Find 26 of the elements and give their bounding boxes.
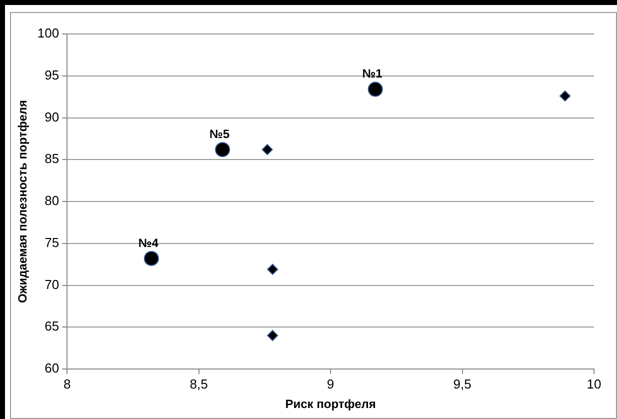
y-tick-label: 65 [44, 318, 60, 334]
x-tick-label: 9,5 [453, 376, 472, 392]
y-axis-title: Ожидаемая полезность портфеля [16, 100, 30, 304]
annotation: №4 [138, 236, 159, 250]
annotation: №1 [362, 66, 383, 81]
point [262, 144, 273, 156]
point [215, 142, 230, 158]
y-tick-label: 80 [44, 193, 60, 208]
point [267, 330, 278, 341]
y-tick-label: 90 [44, 109, 60, 124]
y-tick-label: 75 [44, 234, 60, 250]
x-tick-label: 9 [326, 376, 334, 392]
y-tick-label: 70 [44, 276, 60, 292]
x-tick-label: 10 [586, 376, 602, 392]
annotation: №5 [209, 126, 230, 141]
point [267, 264, 278, 275]
point [368, 82, 383, 97]
point [144, 250, 159, 266]
y-tick-label: 60 [44, 360, 60, 376]
x-tick-label: 8 [63, 376, 71, 392]
y-tick-label: 85 [44, 151, 60, 166]
y-tick-label: 100 [37, 26, 60, 41]
x-axis-title: Риск портфеля [285, 397, 376, 412]
y-tick-label: 95 [44, 67, 60, 82]
point [560, 90, 571, 102]
x-tick-label: 8,5 [190, 376, 208, 392]
